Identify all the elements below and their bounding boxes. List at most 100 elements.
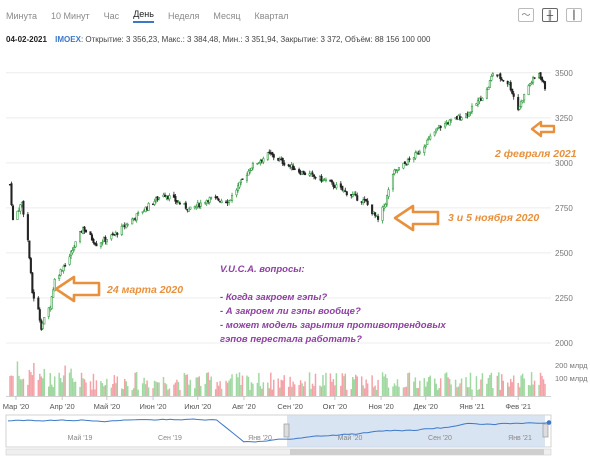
- navigator-tick-label: Сен '19: [158, 435, 182, 442]
- candle-chart-icon[interactable]: ┃: [566, 8, 582, 22]
- candle-body: [32, 291, 35, 299]
- volume-bar: [517, 383, 519, 396]
- tab-10-minutes[interactable]: 10 Минут: [51, 11, 90, 21]
- candle-body: [460, 117, 463, 121]
- tab-quarter[interactable]: Квартал: [254, 11, 289, 21]
- volume-bar: [156, 382, 159, 396]
- candle-body: [512, 93, 515, 97]
- tab-hour[interactable]: Час: [103, 11, 120, 21]
- volume-bar: [167, 389, 169, 396]
- candle-body: [302, 170, 305, 175]
- volume-bar: [298, 384, 300, 396]
- candle-body: [423, 146, 426, 153]
- volume-bar: [396, 379, 399, 396]
- candle-body: [345, 191, 348, 196]
- candle-body: [228, 200, 231, 203]
- question-title: V.U.C.A. вопросы:: [220, 264, 305, 275]
- volume-bar: [12, 376, 14, 396]
- volume-bar: [268, 388, 271, 396]
- volume-bar: [293, 384, 296, 396]
- volume-bar: [320, 386, 323, 396]
- volume-bar: [496, 375, 499, 396]
- volume-bar: [538, 384, 540, 396]
- volume-bar: [185, 374, 187, 396]
- navigator-left-handle[interactable]: [283, 423, 290, 438]
- volume-bar: [225, 380, 227, 396]
- volume-bar: [450, 384, 452, 396]
- candle-body: [540, 76, 544, 81]
- candle-body: [105, 239, 108, 243]
- candle-body: [417, 153, 420, 155]
- tab-minute[interactable]: Минута: [6, 11, 38, 21]
- candle-body: [384, 204, 387, 208]
- candle-body: [281, 157, 284, 164]
- candle-body: [157, 197, 161, 200]
- volume-bar: [228, 380, 230, 396]
- candle-body: [393, 169, 396, 174]
- candle-body: [490, 76, 493, 81]
- y-tick-label: 2500: [555, 249, 573, 258]
- candle-body: [19, 204, 22, 212]
- volume-bar: [313, 385, 315, 396]
- tab-month[interactable]: Месяц: [213, 11, 241, 21]
- x-tick-label: Окт '20: [323, 402, 348, 411]
- volume-bar: [143, 377, 145, 396]
- volume-bar: [299, 380, 302, 396]
- range-navigator[interactable]: Май '19 Сен '19 Янв '20 Май '20 Сен '20 Янв '…: [5, 414, 552, 456]
- volume-bar: [492, 387, 494, 396]
- volume-bar: [126, 386, 129, 396]
- volume-bar: [92, 373, 95, 396]
- volume-bar: [52, 387, 54, 396]
- candle-body: [476, 100, 479, 105]
- candle-body: [220, 200, 223, 204]
- candle-body: [521, 100, 524, 103]
- volume-bar: [261, 388, 263, 396]
- candle-body: [543, 81, 547, 90]
- scrollbar-thumb[interactable]: [290, 449, 544, 455]
- candle-body: [175, 200, 178, 203]
- candle-body: [79, 231, 82, 242]
- line-chart-icon[interactable]: 〜: [518, 8, 534, 22]
- volume-bar: [407, 373, 409, 396]
- candle-body: [28, 240, 31, 259]
- volume-bar: [48, 386, 50, 396]
- volume-bar: [542, 379, 545, 396]
- volume-bar: [94, 389, 96, 396]
- navigator-selection[interactable]: [287, 415, 545, 447]
- volume-bar: [89, 381, 92, 396]
- volume-bar: [302, 386, 305, 396]
- volume-bar: [207, 372, 209, 396]
- volume-bar: [466, 387, 469, 396]
- volume-bar: [445, 372, 448, 396]
- question-3: - может модель зарытия противотрендовых: [220, 320, 446, 331]
- candle-body: [95, 243, 98, 247]
- volume-bar: [50, 384, 53, 396]
- tab-day[interactable]: День: [133, 9, 154, 23]
- volume-bar: [135, 372, 138, 396]
- volume-bar: [529, 385, 531, 396]
- volume-bar: [332, 379, 335, 396]
- bar-chart-icon[interactable]: ╫: [542, 8, 558, 22]
- volume-bar: [131, 389, 133, 396]
- volume-bar: [520, 375, 522, 396]
- candles: [8, 72, 547, 331]
- volume-bar: [144, 384, 147, 396]
- horizontal-scrollbar[interactable]: [5, 448, 552, 456]
- volume-bar: [362, 385, 364, 396]
- candle-body: [412, 157, 415, 160]
- volume-bar: [219, 381, 221, 396]
- volume-bar: [53, 376, 56, 396]
- candle-body: [403, 161, 406, 164]
- x-tick-label: Ноя '20: [368, 402, 394, 411]
- volume-bar: [205, 372, 208, 396]
- candle-body: [26, 214, 29, 241]
- candle-body: [250, 167, 253, 171]
- candle-body: [491, 73, 494, 77]
- volume-bar: [71, 378, 74, 396]
- candle-body: [429, 135, 432, 140]
- navigator-right-handle[interactable]: [542, 423, 549, 438]
- candle-body: [481, 97, 484, 101]
- volume-bar: [459, 383, 461, 396]
- tab-week[interactable]: Неделя: [167, 11, 200, 21]
- volume-bar: [165, 384, 168, 396]
